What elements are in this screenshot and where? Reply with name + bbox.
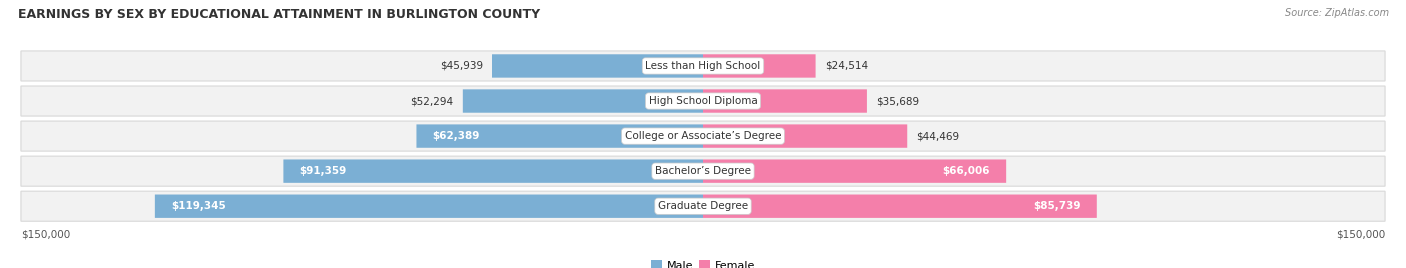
Text: $52,294: $52,294: [411, 96, 454, 106]
FancyBboxPatch shape: [703, 54, 815, 78]
FancyBboxPatch shape: [21, 191, 1385, 221]
Text: $62,389: $62,389: [433, 131, 479, 141]
FancyBboxPatch shape: [155, 195, 703, 218]
Text: Source: ZipAtlas.com: Source: ZipAtlas.com: [1285, 8, 1389, 18]
FancyBboxPatch shape: [416, 124, 703, 148]
FancyBboxPatch shape: [492, 54, 703, 78]
Text: $150,000: $150,000: [1336, 230, 1385, 240]
Text: $66,006: $66,006: [942, 166, 990, 176]
Text: $44,469: $44,469: [917, 131, 959, 141]
Text: $91,359: $91,359: [299, 166, 347, 176]
FancyBboxPatch shape: [21, 51, 1385, 81]
FancyBboxPatch shape: [703, 159, 1007, 183]
Text: $45,939: $45,939: [440, 61, 482, 71]
Text: High School Diploma: High School Diploma: [648, 96, 758, 106]
Text: Bachelor’s Degree: Bachelor’s Degree: [655, 166, 751, 176]
FancyBboxPatch shape: [21, 121, 1385, 151]
Text: Graduate Degree: Graduate Degree: [658, 201, 748, 211]
FancyBboxPatch shape: [21, 86, 1385, 116]
FancyBboxPatch shape: [703, 89, 868, 113]
FancyBboxPatch shape: [21, 156, 1385, 186]
Text: College or Associate’s Degree: College or Associate’s Degree: [624, 131, 782, 141]
Legend: Male, Female: Male, Female: [647, 256, 759, 268]
Text: $85,739: $85,739: [1033, 201, 1081, 211]
FancyBboxPatch shape: [703, 195, 1097, 218]
Text: $24,514: $24,514: [825, 61, 868, 71]
Text: $119,345: $119,345: [172, 201, 226, 211]
Text: Less than High School: Less than High School: [645, 61, 761, 71]
Text: $35,689: $35,689: [876, 96, 920, 106]
FancyBboxPatch shape: [463, 89, 703, 113]
Text: EARNINGS BY SEX BY EDUCATIONAL ATTAINMENT IN BURLINGTON COUNTY: EARNINGS BY SEX BY EDUCATIONAL ATTAINMEN…: [18, 8, 540, 21]
FancyBboxPatch shape: [703, 124, 907, 148]
FancyBboxPatch shape: [284, 159, 703, 183]
Text: $150,000: $150,000: [21, 230, 70, 240]
